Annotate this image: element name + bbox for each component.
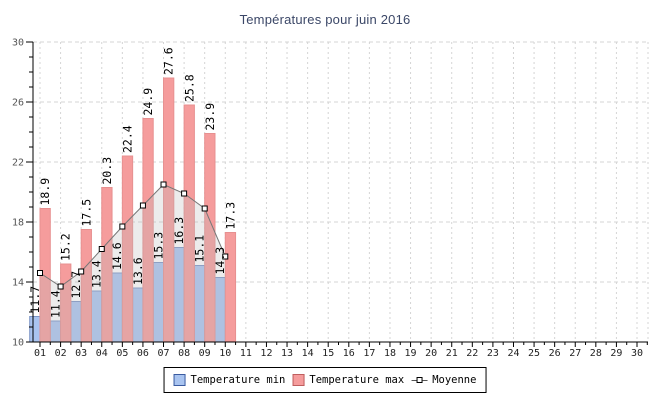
x-tick-label: 14 (302, 348, 314, 359)
moyenne-area (40, 184, 226, 342)
bar-temperature-min (29, 316, 41, 343)
bar-value-label-min: 15.1 (193, 235, 207, 263)
legend-label-temperature-max: Temperature max (309, 374, 405, 386)
moyenne-point (57, 283, 64, 290)
x-tick-label: 15 (322, 348, 334, 359)
legend-item-temperature-max: Temperature max (292, 374, 404, 386)
moyenne-point (119, 223, 126, 230)
x-tick-label: 05 (116, 348, 128, 359)
bar-value-label-min: 11.7 (28, 286, 42, 314)
bar-value-label-min: 14.3 (213, 247, 227, 275)
bar-value-label-max: 17.3 (223, 202, 237, 230)
moyenne-point (222, 253, 229, 260)
y-tick-label: 22 (12, 158, 24, 169)
x-tick-label: 11 (240, 348, 252, 359)
chart-legend: Temperature min Temperature max Moyenne (163, 367, 487, 393)
bar-value-label-min: 15.3 (151, 232, 165, 260)
y-tick-label: 14 (12, 278, 24, 289)
legend-swatch-min (173, 374, 186, 386)
x-tick-label: 12 (260, 348, 272, 359)
x-tick-label: 24 (507, 348, 519, 359)
x-tick-label: 09 (199, 348, 211, 359)
legend-item-temperature-min: Temperature min (173, 374, 286, 386)
moyenne-point (98, 246, 105, 252)
moyenne-point (181, 190, 188, 197)
x-tick-label: 03 (75, 348, 87, 359)
bar-value-label-min: 13.4 (90, 260, 104, 288)
x-tick-label: 27 (569, 348, 581, 359)
legend-item-moyenne: Moyenne (411, 374, 476, 386)
bar-value-label-min: 13.6 (131, 257, 145, 285)
moyenne-point (139, 202, 146, 209)
moyenne-point (37, 270, 43, 276)
bar-value-label-max: 27.6 (162, 47, 176, 75)
x-tick-label: 19 (405, 348, 417, 359)
x-tick-label: 08 (178, 348, 190, 359)
x-tick-label: 30 (631, 348, 643, 359)
x-tick-label: 23 (487, 348, 499, 359)
x-tick-label: 07 (157, 348, 169, 359)
x-tick-label: 04 (96, 348, 108, 359)
bar-value-label-max: 17.5 (79, 199, 93, 227)
x-tick-label: 22 (466, 348, 478, 359)
moyenne-point (78, 268, 85, 275)
x-tick-label: 29 (610, 348, 622, 359)
x-tick-label: 21 (446, 348, 458, 359)
y-tick-label: 18 (12, 218, 24, 229)
legend-label-temperature-min: Temperature min (190, 374, 286, 386)
bar-value-label-min: 16.3 (172, 217, 186, 245)
bar-value-label-max: 18.9 (38, 178, 52, 206)
x-tick-label: 17 (363, 348, 375, 359)
x-tick-label: 02 (55, 348, 67, 359)
x-tick-label: 10 (219, 348, 231, 359)
bar-value-label-max: 15.2 (59, 233, 73, 261)
bar-value-label-max: 25.8 (182, 74, 196, 102)
moyenne-marker-icon (411, 377, 428, 383)
bar-value-label-max: 23.9 (203, 103, 217, 131)
legend-label-moyenne: Moyenne (432, 374, 477, 386)
y-tick-label: 26 (12, 98, 24, 109)
x-tick-label: 01 (34, 348, 46, 359)
x-tick-label: 28 (590, 348, 602, 359)
bar-value-label-max: 20.3 (100, 157, 114, 185)
chart-title: Températures pour juin 2016 (239, 12, 411, 27)
bar-value-label-min: 12.7 (69, 271, 83, 299)
x-tick-label: 06 (137, 348, 149, 359)
x-tick-label: 25 (528, 348, 540, 359)
legend-swatch-max (292, 374, 305, 386)
moyenne-point (201, 205, 208, 212)
bar-value-label-min: 11.4 (48, 290, 62, 318)
x-tick-label: 18 (384, 348, 396, 359)
y-tick-label: 30 (12, 38, 24, 49)
moyenne-line (39, 183, 226, 288)
bar-value-label-max: 24.9 (141, 88, 155, 116)
y-tick-label: 10 (12, 338, 24, 349)
bar-value-label-max: 22.4 (120, 125, 134, 153)
x-tick-label: 13 (281, 348, 293, 359)
temperature-chart: 10 14 18 22 26 30 01 02 03 04 05 06 07 08 09 10 11 12 13 14… (12, 38, 649, 359)
bar-value-label-min: 14.6 (110, 242, 124, 270)
x-tick-label: 20 (425, 348, 437, 359)
moyenne-point (160, 181, 167, 188)
x-tick-label: 26 (549, 348, 561, 359)
x-tick-label: 16 (343, 348, 355, 359)
